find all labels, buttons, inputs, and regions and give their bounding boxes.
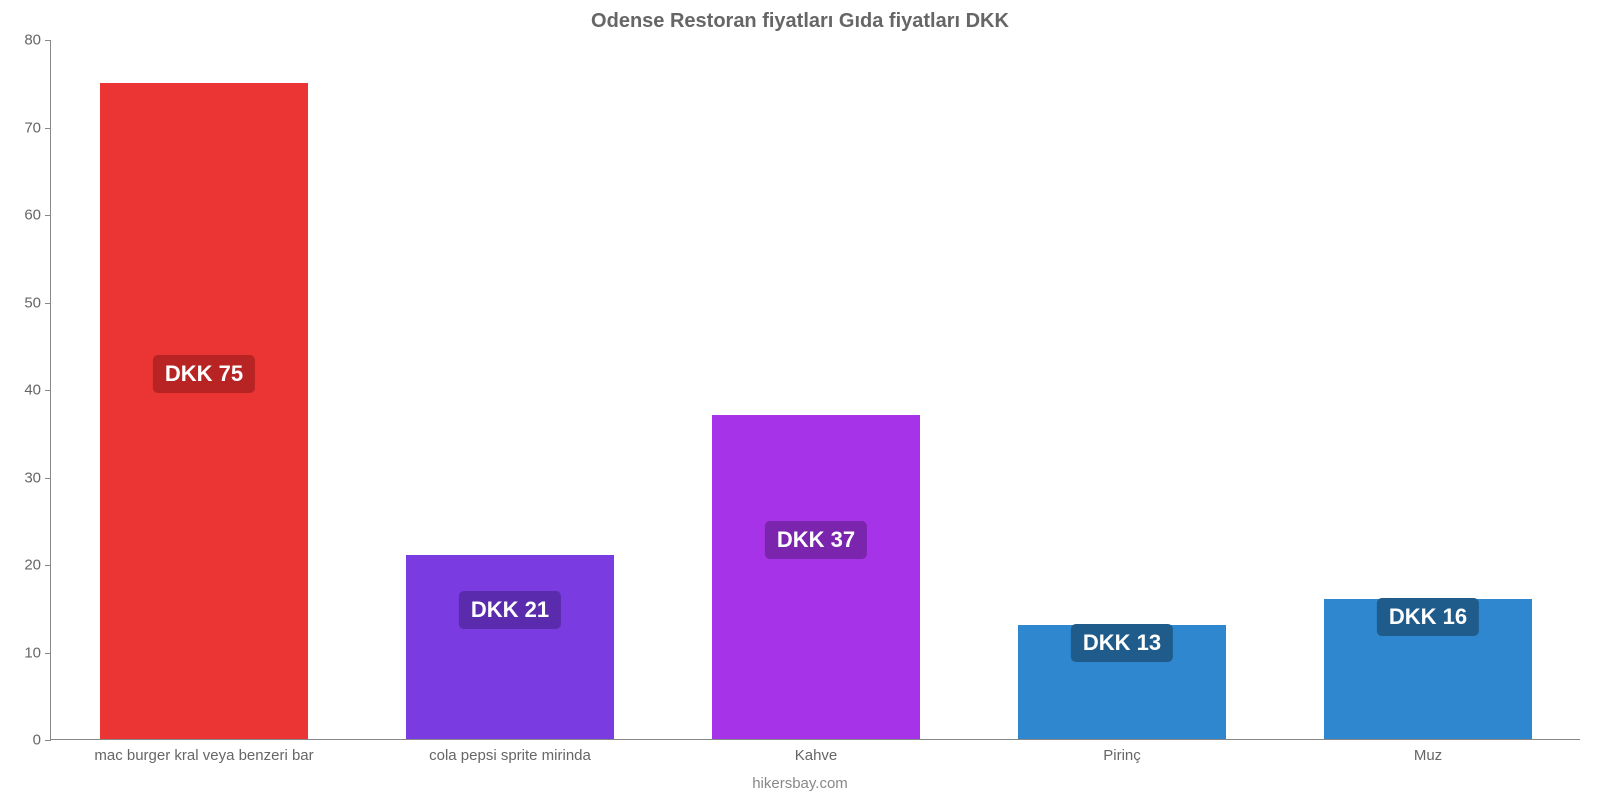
bar xyxy=(406,555,614,739)
x-tick-label: cola pepsi sprite mirinda xyxy=(429,739,591,764)
x-tick-label: Muz xyxy=(1414,739,1442,764)
value-badge: DKK 75 xyxy=(153,355,255,393)
chart-plot-area: 01020304050607080DKK 75mac burger kral v… xyxy=(50,40,1580,740)
value-badge: DKK 16 xyxy=(1377,598,1479,636)
y-tick-label: 50 xyxy=(24,294,51,311)
y-tick-label: 70 xyxy=(24,119,51,136)
y-tick-label: 10 xyxy=(24,644,51,661)
value-badge: DKK 21 xyxy=(459,591,561,629)
y-tick-label: 20 xyxy=(24,557,51,574)
source-attribution: hikersbay.com xyxy=(752,775,848,792)
x-tick-label: Pirinç xyxy=(1103,739,1141,764)
y-tick-label: 60 xyxy=(24,207,51,224)
y-tick-label: 30 xyxy=(24,469,51,486)
bar xyxy=(712,415,920,739)
plot-region: 01020304050607080DKK 75mac burger kral v… xyxy=(50,40,1580,740)
bar xyxy=(100,83,308,739)
y-tick-label: 40 xyxy=(24,382,51,399)
x-tick-label: Kahve xyxy=(795,739,838,764)
x-tick-label: mac burger kral veya benzeri bar xyxy=(94,739,313,764)
y-tick-label: 0 xyxy=(33,732,51,749)
chart-title: Odense Restoran fiyatları Gıda fiyatları… xyxy=(0,0,1600,33)
value-badge: DKK 13 xyxy=(1071,624,1173,662)
y-tick-label: 80 xyxy=(24,32,51,49)
value-badge: DKK 37 xyxy=(765,521,867,559)
